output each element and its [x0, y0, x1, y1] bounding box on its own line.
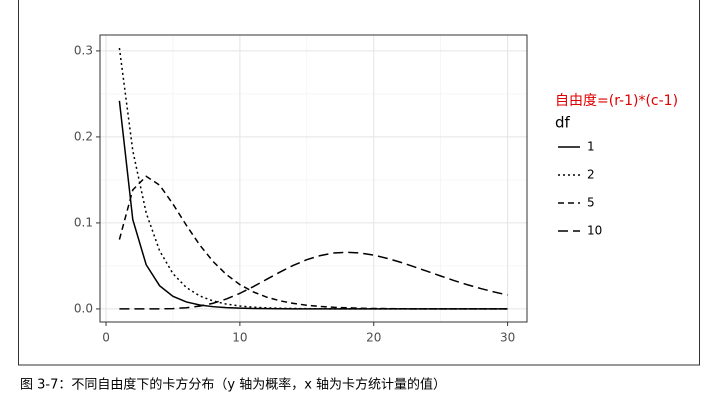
legend-label: 1	[587, 140, 595, 154]
y-tick-label: 0.1	[74, 215, 93, 229]
caption: 图 3-7：不同自由度下的卡方分布（y 轴为概率，x 轴为卡方统计量的值）	[20, 377, 446, 393]
series-line	[118, 47, 508, 310]
annotation: 自由度=(r-1)*(c-1)	[555, 93, 678, 109]
series-line	[119, 251, 508, 310]
legend-label: 2	[587, 168, 595, 182]
x-tick-label: 30	[500, 331, 515, 345]
x-tick-label: 10	[232, 331, 247, 345]
x-tick-label: 20	[366, 331, 381, 345]
panel-border	[99, 34, 528, 323]
x-tick-label: 0	[102, 331, 110, 345]
legend-title: df	[555, 114, 571, 132]
y-tick-label: 0.3	[74, 43, 93, 57]
y-tick-label: 0.0	[74, 301, 93, 315]
series-line	[118, 175, 508, 310]
figure-frame	[18, 0, 700, 366]
y-tick-label: 0.2	[74, 129, 93, 143]
legend-label: 5	[587, 196, 595, 210]
series-line	[118, 100, 508, 310]
legend-label: 10	[587, 224, 602, 238]
